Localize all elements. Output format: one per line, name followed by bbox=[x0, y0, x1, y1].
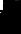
Text: 350/1600: 350/1600 bbox=[10, 11, 21, 34]
Text: 340/1000: 340/1000 bbox=[10, 6, 21, 34]
Text: 340/1300: 340/1300 bbox=[10, 10, 21, 34]
Text: 350/1200: 350/1200 bbox=[10, 13, 21, 34]
Text: 340/1200: 340/1200 bbox=[10, 8, 21, 34]
Text: 340/1600: 340/1600 bbox=[10, 4, 21, 34]
Text: 340/1600/1000: 340/1600/1000 bbox=[10, 15, 21, 34]
Text: PFA/PTFE: PFA/PTFE bbox=[0, 18, 21, 34]
